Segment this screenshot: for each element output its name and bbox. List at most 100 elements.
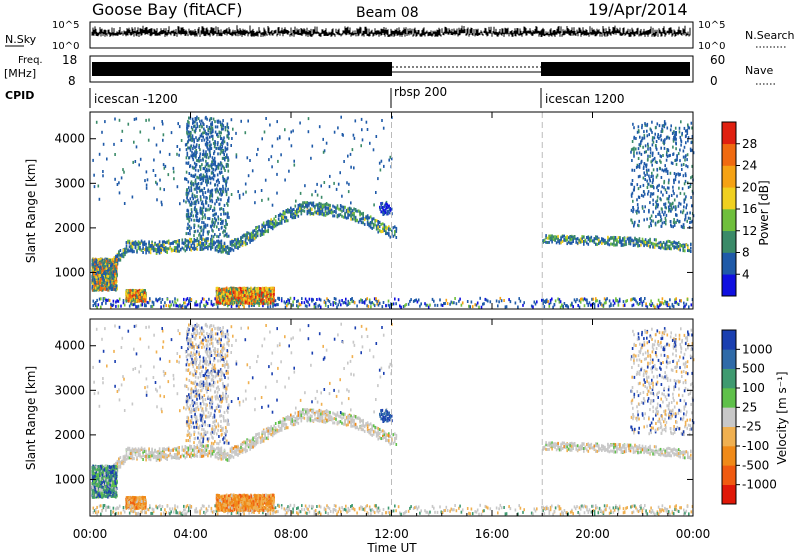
power-cell — [570, 235, 573, 239]
power-cell — [332, 214, 334, 218]
power-cell — [606, 297, 608, 301]
power-cell — [371, 301, 373, 304]
power-cell — [632, 239, 635, 243]
power-cell — [204, 191, 207, 195]
power-cell — [235, 242, 238, 246]
power-cell — [478, 305, 480, 309]
power-cell — [198, 219, 200, 223]
power-cell — [212, 158, 214, 162]
power-cell — [196, 239, 199, 243]
power-cell — [125, 241, 128, 244]
power-cell — [192, 174, 194, 178]
power-cell — [189, 145, 192, 149]
power-cell — [320, 202, 322, 206]
power-cell — [297, 305, 299, 309]
power-cell — [302, 204, 304, 208]
power-cell — [215, 167, 218, 171]
power-cell — [290, 211, 292, 215]
power-cell — [338, 300, 341, 304]
power-cell — [573, 235, 576, 239]
power-cell — [152, 301, 155, 305]
power-cell — [214, 246, 217, 250]
power-cell — [324, 205, 327, 209]
power-cell — [211, 228, 213, 232]
power-cell — [212, 213, 214, 217]
power-cell — [383, 223, 386, 227]
power-cell — [210, 134, 213, 138]
power-cell — [641, 301, 644, 305]
power-cell — [377, 299, 380, 303]
power-cell — [150, 304, 152, 308]
power-cell — [243, 286, 245, 290]
power-cell — [274, 224, 277, 228]
power-cell — [264, 224, 266, 228]
power-cell — [129, 289, 131, 292]
power-cell — [232, 296, 235, 300]
power-cell — [97, 267, 99, 271]
power-cell — [186, 122, 188, 126]
power-cell — [592, 302, 595, 305]
power-cell — [274, 219, 277, 223]
power-cell — [344, 205, 346, 209]
power-cell — [184, 244, 187, 248]
power-cell — [596, 237, 599, 241]
power-cell — [680, 244, 683, 248]
power-cell — [206, 178, 209, 182]
power-cell — [276, 223, 278, 227]
power-cell — [225, 297, 227, 300]
power-cell — [268, 300, 270, 304]
power-cell — [212, 141, 215, 145]
power-cell — [542, 240, 544, 244]
power-cell — [231, 297, 233, 301]
power-cell — [127, 248, 129, 252]
power-cell — [522, 303, 524, 307]
power-cell — [378, 225, 381, 229]
power-cell — [202, 237, 205, 241]
power-cell — [133, 242, 135, 246]
power-cell — [99, 274, 101, 278]
power-cell — [203, 167, 206, 171]
power-cell — [351, 300, 353, 304]
power-cell — [211, 188, 214, 192]
power-cell — [134, 246, 137, 250]
power-cell — [199, 152, 202, 156]
power-cell — [274, 299, 277, 303]
power-cell — [198, 239, 200, 243]
power-cell — [362, 213, 364, 217]
power-cell — [250, 297, 253, 301]
power-cell — [674, 245, 677, 249]
power-cell — [584, 238, 587, 242]
power-cell — [227, 164, 229, 168]
power-cell — [616, 299, 618, 303]
power-cell — [622, 304, 625, 308]
power-cell — [203, 138, 206, 142]
power-cell — [199, 246, 202, 250]
power-cell — [125, 299, 128, 303]
power-cell — [599, 240, 602, 244]
power-cell — [97, 270, 99, 274]
power-cell — [145, 247, 147, 251]
power-cell — [253, 229, 256, 233]
power-cell — [185, 148, 188, 152]
power-cell — [197, 169, 200, 173]
power-cell — [160, 249, 162, 252]
power-cell — [297, 206, 300, 210]
power-cell — [635, 241, 638, 245]
power-cell — [117, 304, 120, 308]
power-cell — [664, 247, 666, 251]
power-cell — [356, 209, 358, 213]
power-cell — [96, 288, 98, 292]
power-cell — [376, 300, 378, 304]
power-cell — [549, 301, 552, 305]
power-cell — [348, 301, 351, 305]
power-cell — [107, 288, 109, 292]
power-cell — [676, 302, 679, 306]
power-cell — [284, 215, 286, 219]
power-cell — [282, 215, 285, 219]
power-cell — [560, 237, 562, 240]
power-cell — [353, 207, 355, 211]
power-cell — [592, 239, 594, 243]
power-cell — [94, 278, 96, 282]
power-cell — [192, 144, 195, 148]
power-cell — [239, 294, 241, 298]
